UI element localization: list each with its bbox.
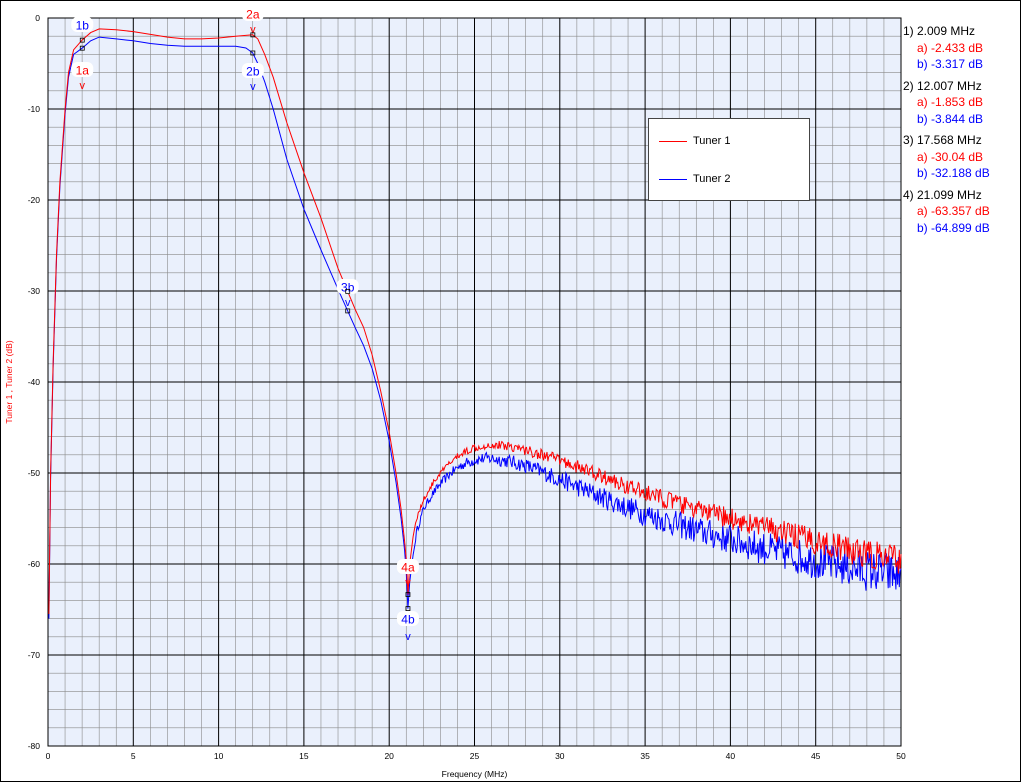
marker-readout-3: 3) 17.568 MHz a) -30.04 dB b) -32.188 dB <box>903 132 1013 182</box>
marker-4a-label: 4a <box>396 559 419 575</box>
marker-2b-point <box>250 50 256 56</box>
x-tick-label: 25 <box>470 751 480 761</box>
marker-readout-panel: 1) 2.009 MHz a) -2.433 dB b) -3.317 dB 2… <box>903 23 1013 241</box>
marker-2a-arrow: v <box>250 24 256 36</box>
marker-1-value-a: a) -2.433 dB <box>917 40 984 55</box>
series-line-tuner-2 <box>48 36 902 619</box>
marker-4a-label-text: 4a <box>401 561 415 575</box>
x-tick-label: 35 <box>640 751 650 761</box>
x-tick-label: 50 <box>896 751 906 761</box>
marker-2b-label-bg <box>241 63 264 78</box>
marker-4a-point <box>405 592 411 597</box>
x-tick-label: 30 <box>555 751 565 761</box>
marker-3b-label-text: 3b <box>341 281 355 295</box>
marker-3-frequency: 3) 17.568 MHz <box>903 133 982 147</box>
marker-2b-label-text: 2b <box>246 65 260 79</box>
marker-1a-label-bg <box>71 62 94 77</box>
marker-1a-label-text: 1a <box>76 64 90 78</box>
marker-4b-label-text: 4b <box>401 613 415 627</box>
marker-1a-point <box>79 37 85 43</box>
marker-readout-4: 4) 21.099 MHz a) -63.357 dB b) -64.899 d… <box>903 187 1013 237</box>
marker-3b-point <box>345 308 351 314</box>
marker-2a-label-bg <box>241 6 264 21</box>
y-tick-label: 0 <box>35 13 40 23</box>
y-tick-label: -40 <box>28 377 41 387</box>
marker-2a-point <box>250 32 256 38</box>
marker-4b-point <box>405 606 411 611</box>
legend-label-tuner-1: Tuner 1 <box>693 135 731 147</box>
x-axis-label: Frequency (MHz) <box>442 769 508 779</box>
marker-3b-arrow: v <box>345 297 351 309</box>
y-axis-label: Tuner 1 , Tuner 2 (dB) <box>4 340 14 423</box>
legend-swatch-tuner-2 <box>659 178 687 180</box>
x-tick-label: 20 <box>384 751 394 761</box>
legend-swatch-tuner-1 <box>659 140 687 142</box>
marker-2b-arrow: v <box>250 81 256 93</box>
chart-legend[interactable]: Tuner 1 Tuner 2 <box>648 118 810 201</box>
y-tick-label: -30 <box>28 286 41 296</box>
marker-1b-label: 1b <box>71 17 94 33</box>
marker-2b-label: 2b <box>241 63 264 79</box>
marker-1b-label-text: 1b <box>76 19 90 33</box>
marker-1b-label-bg <box>71 17 94 32</box>
marker-4a-label-bg <box>396 559 419 574</box>
marker-3-value-b: b) -32.188 dB <box>917 166 990 180</box>
y-tick-label: -10 <box>28 104 41 114</box>
x-tick-label: 15 <box>299 751 309 761</box>
x-tick-label: 45 <box>811 751 821 761</box>
marker-4-value-a: a) -63.357 dB <box>917 204 990 218</box>
x-tick-label: 5 <box>131 751 136 761</box>
marker-4b-arrow: v <box>405 631 411 643</box>
marker-1a-arrow: v <box>80 80 86 92</box>
y-tick-label: -20 <box>28 195 41 205</box>
y-tick-label: -60 <box>28 559 41 569</box>
marker-readout-1: 1) 2.009 MHz a) -2.433 dB b) -3.317 dB <box>903 23 1013 73</box>
marker-4b-label-bg <box>396 611 419 626</box>
marker-4-frequency: 4) 21.099 MHz <box>903 187 982 202</box>
marker-2a-label-text: 2a <box>246 8 260 22</box>
legend-entry-tuner-1: Tuner 1 <box>659 134 731 148</box>
marker-1-frequency: 1) 2.009 MHz <box>903 24 976 38</box>
marker-3-value-a: a) -30.04 dB <box>917 149 984 164</box>
marker-4b-label: 4b <box>396 611 419 627</box>
marker-3b-label: 3b <box>336 279 359 295</box>
x-tick-label: 10 <box>214 751 224 761</box>
marker-1-value-b: b) -3.317 dB <box>917 57 984 71</box>
marker-2-value-b: b) -3.844 dB <box>917 111 984 126</box>
marker-2-value-a: a) -1.853 dB <box>917 95 984 109</box>
marker-2a-label: 2a <box>241 6 264 22</box>
marker-4a-arrow: v <box>405 577 411 589</box>
x-tick-label: 40 <box>726 751 736 761</box>
legend-entry-tuner-2: Tuner 2 <box>659 172 731 186</box>
y-tick-label: -80 <box>28 741 41 751</box>
plot-border <box>47 17 902 747</box>
y-tick-label: -70 <box>28 650 41 660</box>
marker-1b-point <box>79 45 85 51</box>
marker-3b-label-bg <box>336 279 359 294</box>
y-tick-label: -50 <box>28 468 41 478</box>
marker-3a-point <box>345 288 351 294</box>
x-tick-label: 0 <box>46 751 51 761</box>
marker-4-value-b: b) -64.899 dB <box>917 220 990 235</box>
legend-label-tuner-2: Tuner 2 <box>693 173 731 185</box>
marker-1a-label: 1a <box>71 62 94 78</box>
marker-readout-2: 2) 12.007 MHz a) -1.853 dB b) -3.844 dB <box>903 78 1013 128</box>
marker-2-frequency: 2) 12.007 MHz <box>903 78 982 93</box>
series-line-tuner-1 <box>48 28 902 615</box>
